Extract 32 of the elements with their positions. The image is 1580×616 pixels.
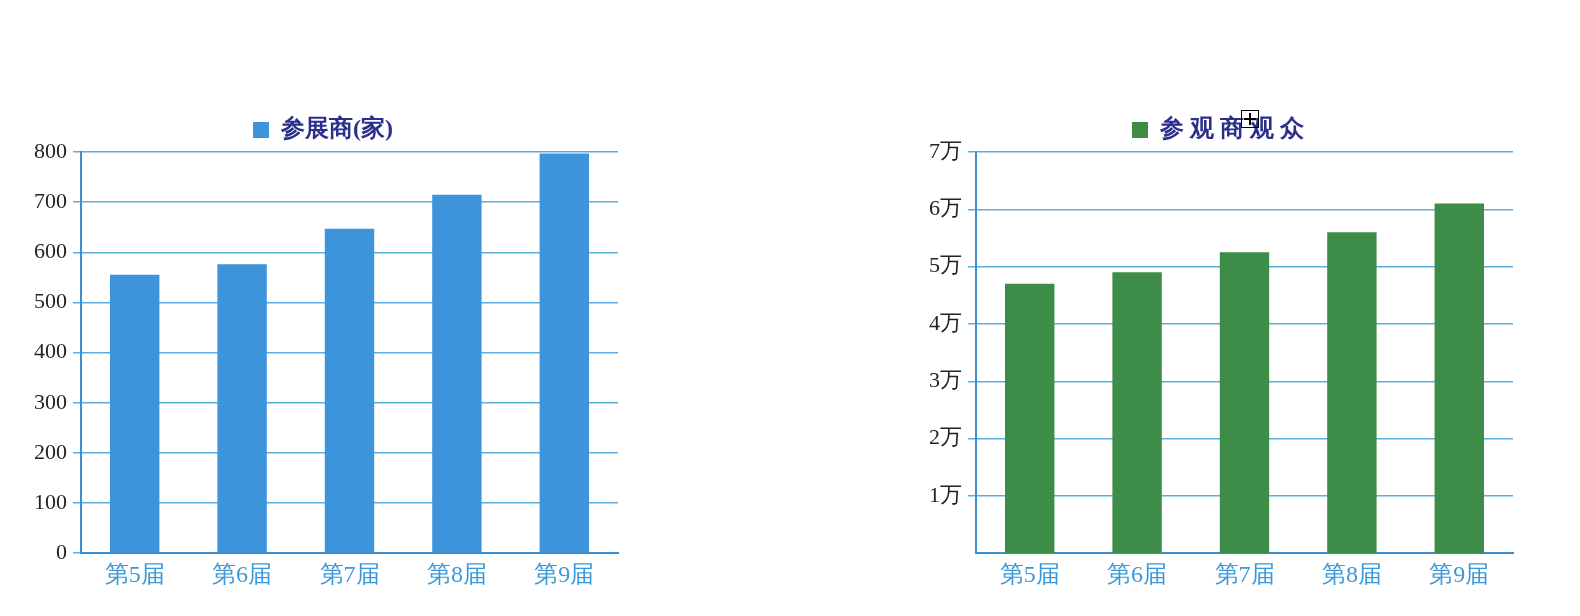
x-tick-label: 第5届 [104, 560, 165, 587]
x-tick-label: 第6届 [212, 560, 273, 587]
y-tick-label: 400 [34, 338, 67, 364]
y-tick-label: 7万 [929, 137, 962, 163]
y-tick-label: 100 [34, 488, 67, 514]
y-tick-label: 3万 [929, 367, 962, 393]
bar [1005, 283, 1055, 554]
y-tick-label: 200 [34, 438, 67, 464]
y-tick-label: 5万 [929, 252, 962, 278]
y-tick-label: 500 [34, 288, 67, 314]
y-tick-label: 6万 [929, 195, 962, 221]
bar [1327, 232, 1377, 554]
y-tick-label: 800 [34, 137, 67, 163]
y-tick-label: 2万 [929, 424, 962, 450]
y-tick-label: 600 [34, 238, 67, 264]
x-tick-label: 第8届 [1321, 560, 1382, 587]
y-tick-label: 700 [34, 187, 67, 213]
x-tick-label: 第7届 [1214, 560, 1275, 587]
legend-label: 参展商(家) [280, 115, 393, 142]
y-tick-label: 4万 [929, 309, 962, 335]
x-tick-label: 第8届 [426, 560, 487, 587]
x-tick-label: 第9届 [1429, 560, 1490, 587]
x-tick-label: 第5届 [999, 560, 1060, 587]
x-tick-label: 第7届 [319, 560, 380, 587]
bar [1112, 272, 1162, 554]
x-tick-label: 第6届 [1107, 560, 1168, 587]
bar [1434, 203, 1484, 554]
y-tick-label: 300 [34, 388, 67, 414]
y-tick-label: 0 [56, 538, 67, 564]
x-tick-label: 第9届 [534, 560, 595, 587]
bar [1219, 252, 1270, 554]
y-tick-label: 1万 [929, 481, 962, 507]
